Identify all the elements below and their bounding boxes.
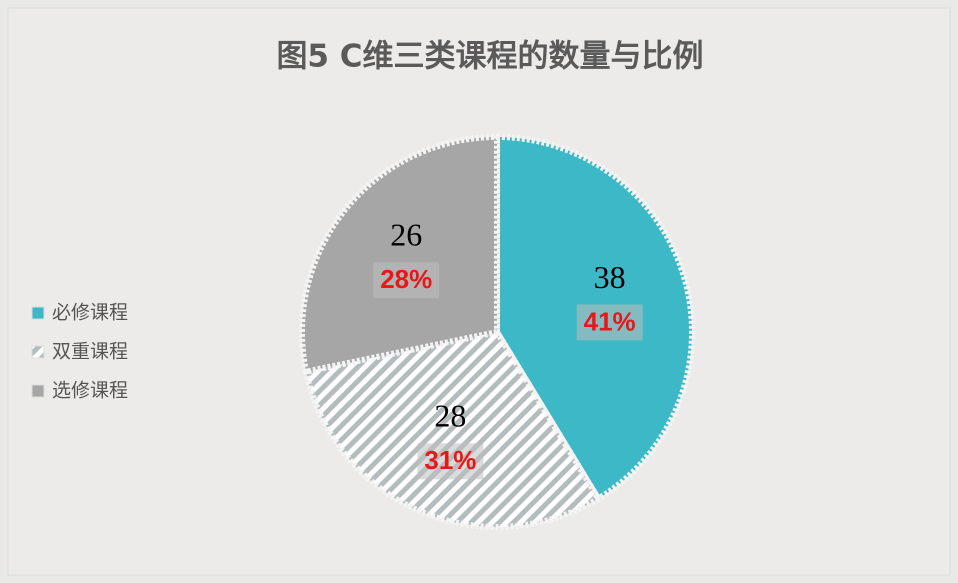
pie-slice [299,133,500,376]
legend-marker [31,306,45,320]
value-label: 26 [390,217,422,253]
value-label: 28 [434,398,466,434]
value-label: 38 [594,259,626,295]
percent-label-box [373,262,440,299]
legend-marker [31,384,45,398]
chart-title: 图5 C维三类课程的数量与比例 [276,39,703,75]
percent-label: 31% [424,445,476,475]
percent-label: 41% [584,306,636,336]
percent-label-box [576,304,643,341]
percent-label-box [417,443,484,480]
legend-label: 必修课程 [52,302,128,324]
legend-label: 双重课程 [52,341,128,363]
legend-label: 选修课程 [52,380,128,402]
percent-label: 28% [380,264,432,294]
legend-marker [31,345,45,359]
pie-slice [302,328,603,530]
